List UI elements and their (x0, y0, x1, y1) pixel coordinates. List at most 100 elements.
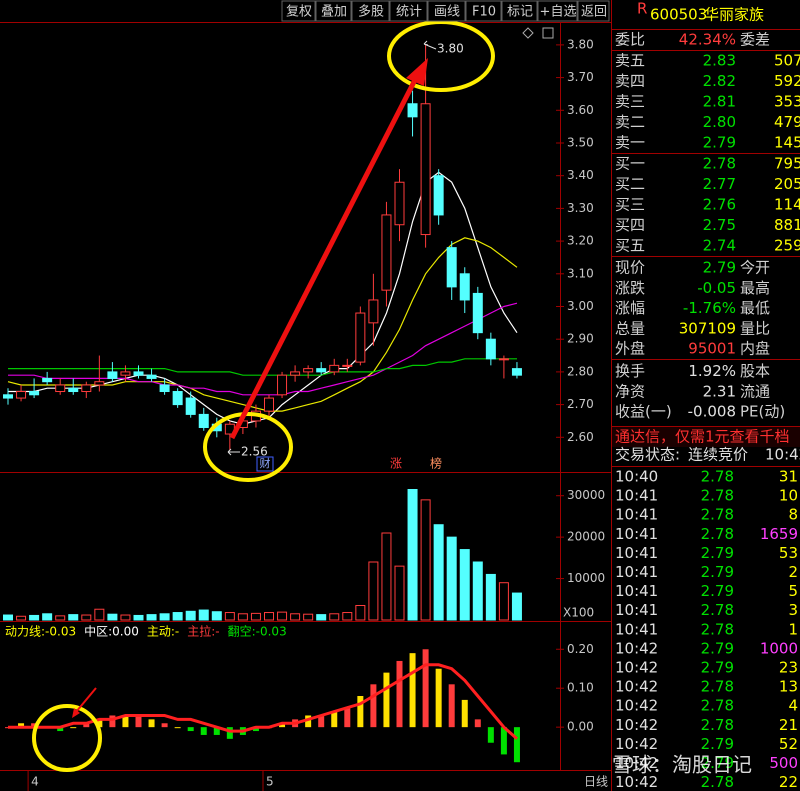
y-tick-label: 3.80 (567, 37, 594, 51)
status-value: 连续竞价 (688, 446, 748, 464)
toolbar-button[interactable] (281, 0, 316, 22)
order-volume: 259 (774, 237, 800, 255)
diamond-icon[interactable] (522, 27, 534, 39)
volume-bar (68, 614, 79, 621)
row-label: 最高 (740, 279, 770, 297)
candle-body (498, 358, 509, 361)
tick-price: 2.79 (701, 659, 734, 677)
volume-bar (159, 613, 170, 621)
toolbar-button[interactable] (501, 0, 538, 22)
toolbar: 复权 叠加 多股 统计 画线 F10 标记 +自选 返回 (281, 0, 610, 22)
stat-value: -0.008 (688, 403, 736, 421)
volume-bar (316, 614, 327, 621)
order-price: 2.83 (703, 52, 736, 70)
volume-bar (198, 609, 209, 621)
indicator-bar (370, 684, 377, 728)
toolbar-label[interactable]: 多股 (358, 4, 384, 20)
tick-price: 2.79 (701, 582, 734, 600)
badge-label[interactable]: 财 (260, 456, 271, 470)
row-label: 换手 (615, 362, 645, 380)
order-volume: 1142 (774, 196, 800, 214)
toolbar-button[interactable] (537, 0, 578, 22)
order-price: 2.76 (703, 196, 736, 214)
ad-banner[interactable] (612, 427, 800, 447)
toolbar-label[interactable]: 统计 (396, 5, 422, 20)
tick-time: 10:42 (615, 697, 658, 715)
indicator-bar (174, 727, 181, 729)
row-label: 最低 (740, 299, 770, 317)
order-volume: 2051 (774, 175, 800, 193)
square-icon[interactable] (542, 27, 554, 39)
tick-time: 10:42 (615, 735, 658, 753)
indicator-bar (200, 727, 207, 735)
y-tick-label: 20000 (567, 530, 605, 544)
y-tick-label: 30000 (567, 488, 605, 502)
indicator-bar (383, 672, 390, 728)
toolbar-label[interactable]: F10 (472, 5, 496, 20)
toolbar-label[interactable]: 返回 (581, 5, 607, 20)
volume-bar (250, 612, 261, 621)
tick-volume: 53 (779, 544, 798, 562)
tick-price: 2.78 (701, 773, 734, 791)
candle-body (120, 371, 131, 376)
toolbar-button[interactable] (351, 0, 390, 22)
tick-volume: 52 (779, 735, 798, 753)
indicator-bar (148, 719, 155, 728)
tick-volume: 8 (788, 506, 798, 524)
y-tick-label: 2.80 (567, 364, 594, 378)
indicator-bar (461, 699, 468, 728)
tick-time: 10:41 (615, 582, 658, 600)
tick-time: 10:40 (615, 468, 658, 486)
toolbar-button[interactable] (315, 0, 352, 22)
volume-bar (172, 612, 183, 621)
volume-bar (368, 561, 379, 621)
indicator-bar (357, 696, 364, 728)
indicator-bar (344, 707, 351, 728)
row-label: 买一 (615, 155, 645, 173)
axes: 3.80 3.70 3.60 3.50 3.40 3.30 3.20 3.10 3.00 2.90… (5, 37, 608, 791)
toolbar-button[interactable] (465, 0, 502, 22)
candle-body (485, 338, 496, 360)
candle-body (172, 391, 183, 406)
y-tick-label: 2.70 (567, 397, 594, 411)
tick-price: 2.78 (701, 525, 734, 543)
order-volume: 507 (774, 52, 800, 70)
y-tick-label: 3.30 (567, 201, 594, 215)
badge-label[interactable]: 涨 (390, 456, 402, 471)
tick-volume: 1 (788, 620, 798, 638)
toolbar-label[interactable]: +自选 (540, 5, 577, 20)
row-label: 外盘 (615, 340, 645, 358)
volume-bar (446, 536, 457, 621)
toolbar-label[interactable]: 复权 (286, 4, 312, 20)
toolbar-button[interactable] (577, 0, 610, 22)
order-volume: 592 (774, 72, 800, 90)
y-tick-label: 0.00 (567, 720, 594, 734)
row-label: PE(动) (740, 403, 785, 421)
pointer-arrow (75, 687, 97, 713)
volume-bar (407, 489, 418, 621)
toolbar-button[interactable] (389, 0, 428, 22)
order-price: 2.77 (703, 175, 736, 193)
candle-body (29, 391, 40, 396)
candle-body (472, 292, 483, 334)
moving-average-line (8, 302, 518, 396)
toolbar-label[interactable]: 画线 (434, 5, 460, 20)
tick-volume: 500 (769, 754, 798, 772)
tick-volume: 21 (779, 716, 798, 734)
toolbar-button[interactable] (427, 0, 466, 22)
badge-label[interactable]: 榜 (430, 456, 442, 471)
status-label: 交易状态: (615, 446, 680, 464)
indicator-bar (474, 719, 481, 728)
toolbar-label[interactable]: 叠加 (321, 5, 347, 20)
row-label: 股本 (740, 362, 770, 380)
toolbar-label[interactable]: 标记 (507, 5, 533, 20)
chart-layers: 3.802.56财涨榜3.803.703.603.503.403.303.203… (3, 37, 608, 791)
row-label: 卖二 (615, 113, 645, 131)
volume-bar (42, 613, 53, 621)
order-price: 2.82 (703, 72, 736, 90)
row-label: 量比 (740, 319, 770, 337)
volume-bar (277, 611, 288, 621)
indicator-bar (435, 668, 442, 728)
candle-body (94, 381, 105, 386)
